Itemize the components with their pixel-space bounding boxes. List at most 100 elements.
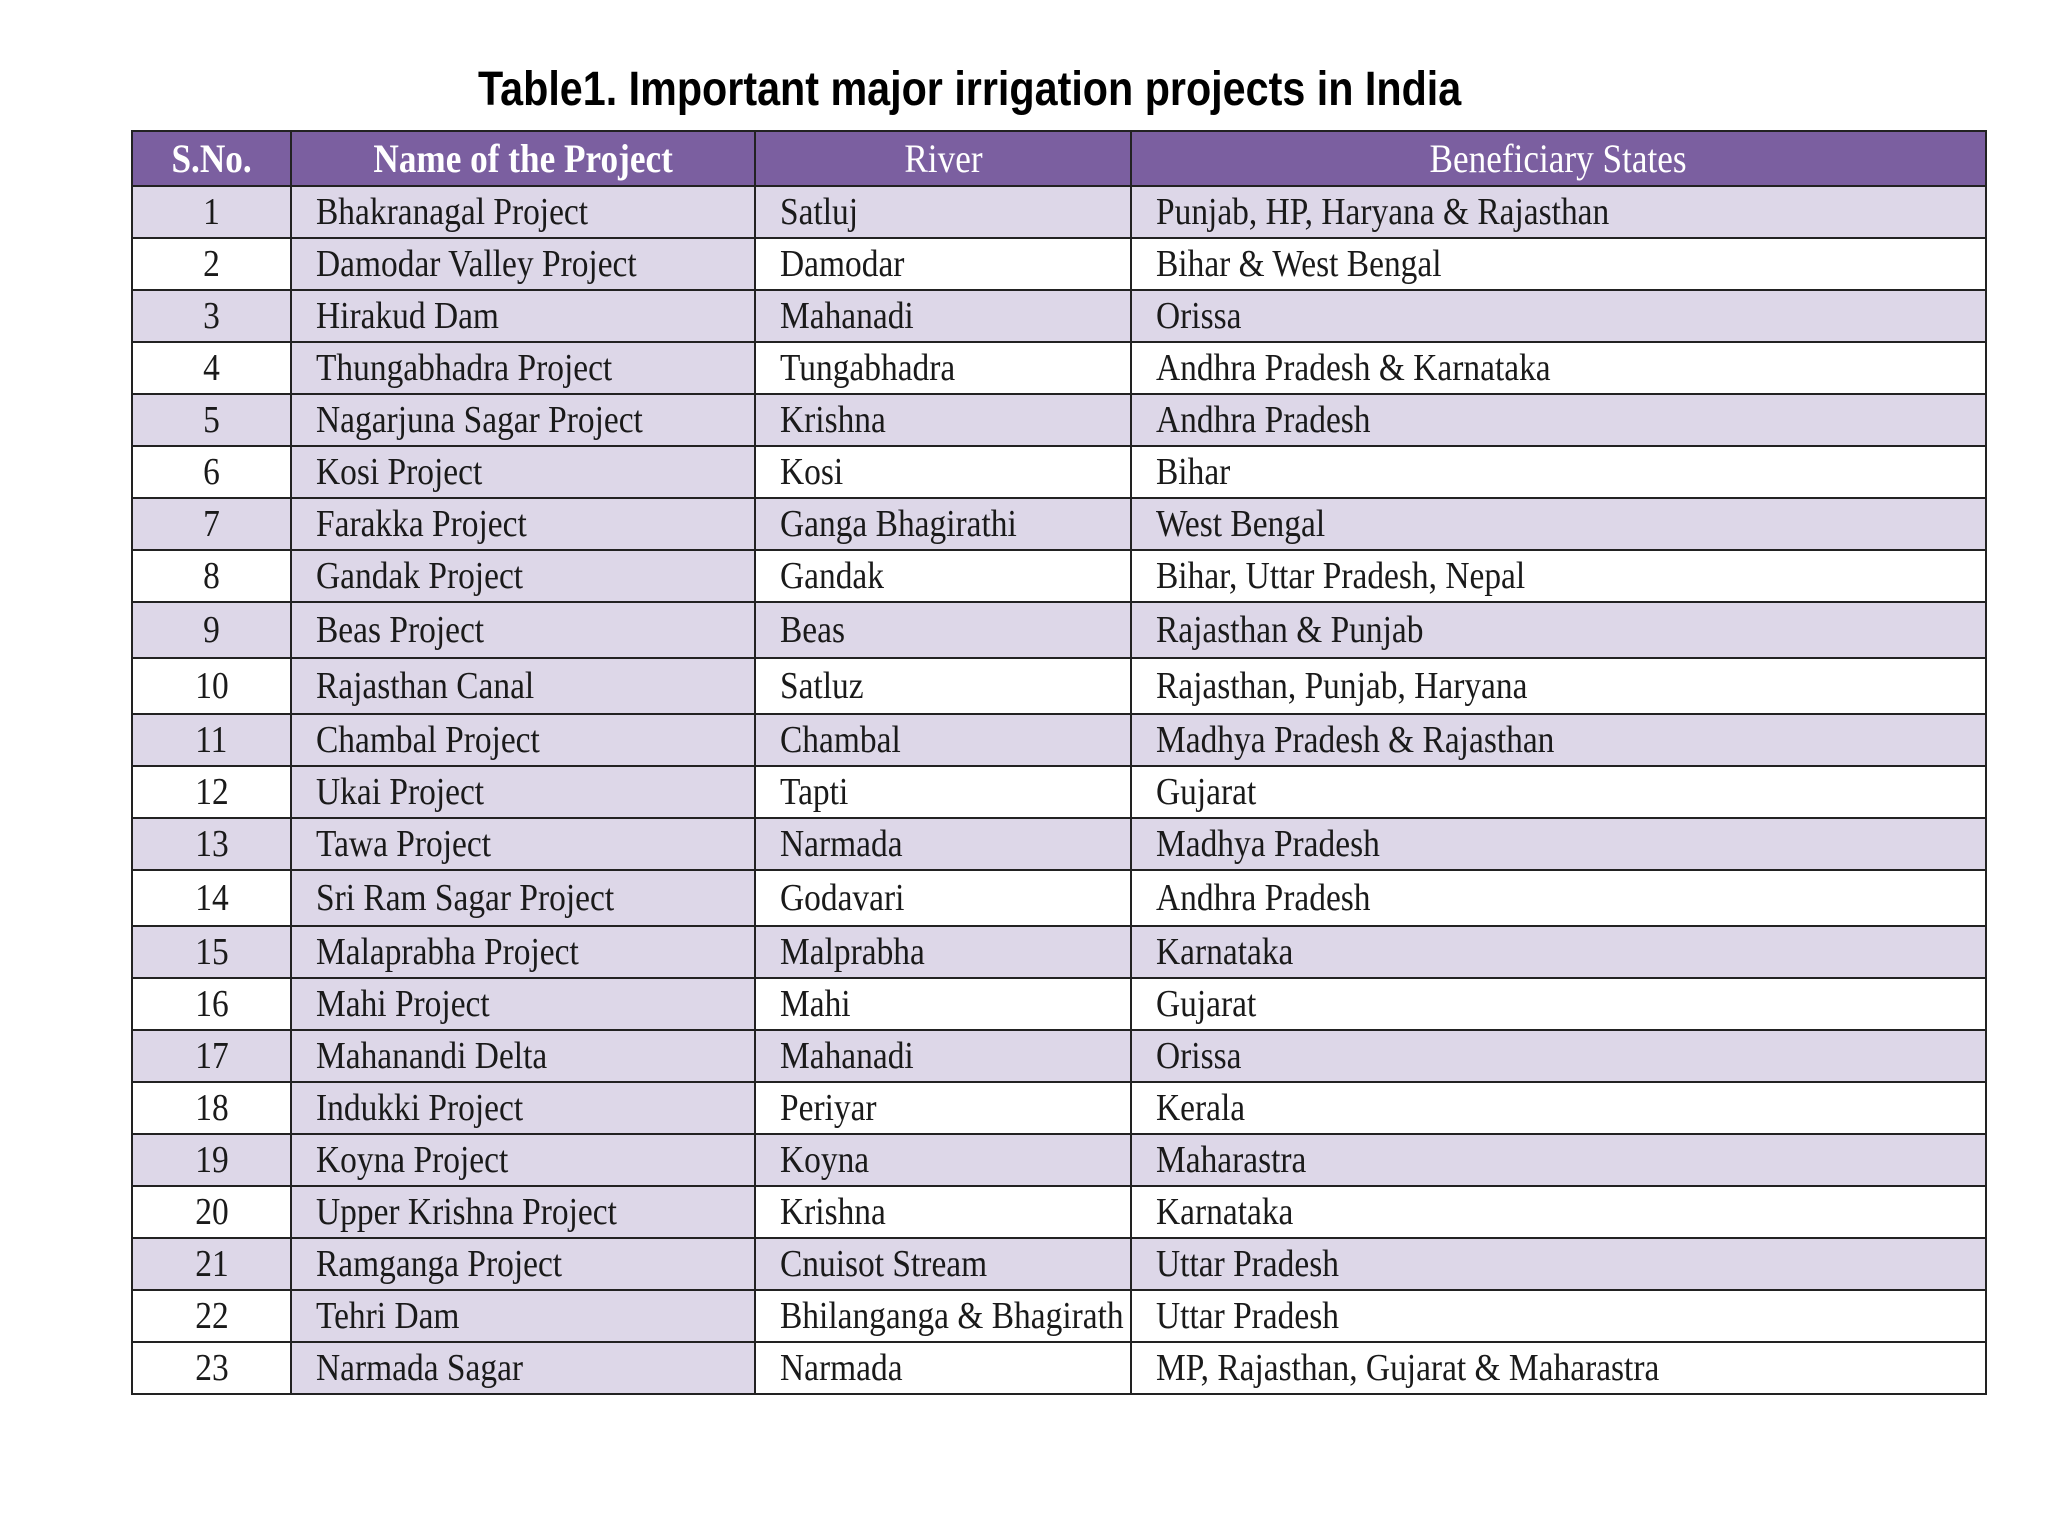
cell-project-name: Nagarjuna Sagar Project (290, 393, 756, 447)
table-header: S.No. Name of the Project River Benefici… (131, 130, 1987, 187)
cell-sno: 3 (131, 289, 292, 343)
cell-sno: 6 (131, 445, 292, 499)
cell-river: Beas (754, 601, 1132, 659)
table-row: 1 Bhakranagal Project Satluj Punjab, HP,… (131, 185, 1987, 239)
cell-project-name: Mahanandi Delta (290, 1029, 756, 1083)
cell-sno: 21 (131, 1237, 292, 1291)
table-row: 17 Mahanandi Delta Mahanadi Orissa (131, 1029, 1987, 1083)
cell-river: Krishna (754, 393, 1132, 447)
cell-river: Godavari (754, 869, 1132, 927)
cell-sno: 9 (131, 601, 292, 659)
cell-beneficiary-states: Kerala (1130, 1081, 1987, 1135)
column-header-sno: S.No. (131, 130, 292, 187)
cell-beneficiary-states: Madhya Pradesh (1130, 817, 1987, 871)
cell-beneficiary-states: Karnataka (1130, 1185, 1987, 1239)
cell-project-name: Ramganga Project (290, 1237, 756, 1291)
cell-beneficiary-states: Gujarat (1130, 977, 1987, 1031)
cell-project-name: Malaprabha Project (290, 925, 756, 979)
cell-beneficiary-states: Rajasthan & Punjab (1130, 601, 1987, 659)
cell-sno: 20 (131, 1185, 292, 1239)
table-row: 23 Narmada Sagar Narmada MP, Rajasthan, … (131, 1341, 1987, 1395)
cell-river: Koyna (754, 1133, 1132, 1187)
cell-beneficiary-states: Karnataka (1130, 925, 1987, 979)
cell-river: Chambal (754, 713, 1132, 767)
table-row: 12 Ukai Project Tapti Gujarat (131, 765, 1987, 819)
cell-river: Satluj (754, 185, 1132, 239)
table-caption: Table1. Important major irrigation proje… (478, 62, 1698, 122)
table-row: 9 Beas Project Beas Rajasthan & Punjab (131, 601, 1987, 659)
cell-sno: 10 (131, 657, 292, 715)
cell-project-name: Mahi Project (290, 977, 756, 1031)
table-row: 2 Damodar Valley Project Damodar Bihar &… (131, 237, 1987, 291)
cell-river: Mahi (754, 977, 1132, 1031)
cell-project-name: Tawa Project (290, 817, 756, 871)
cell-river: Narmada (754, 1341, 1132, 1395)
column-header-river: River (754, 130, 1132, 187)
cell-beneficiary-states: MP, Rajasthan, Gujarat & Maharastra (1130, 1341, 1987, 1395)
cell-sno: 14 (131, 869, 292, 927)
cell-project-name: Kosi Project (290, 445, 756, 499)
table-row: 3 Hirakud Dam Mahanadi Orissa (131, 289, 1987, 343)
cell-beneficiary-states: Gujarat (1130, 765, 1987, 819)
cell-project-name: Chambal Project (290, 713, 756, 767)
cell-sno: 19 (131, 1133, 292, 1187)
cell-project-name: Indukki Project (290, 1081, 756, 1135)
cell-project-name: Sri Ram Sagar Project (290, 869, 756, 927)
table-row: 5 Nagarjuna Sagar Project Krishna Andhra… (131, 393, 1987, 447)
cell-sno: 23 (131, 1341, 292, 1395)
cell-project-name: Thungabhadra Project (290, 341, 756, 395)
cell-river: Bhilanganga & Bhagirath (754, 1289, 1132, 1343)
cell-sno: 16 (131, 977, 292, 1031)
cell-sno: 13 (131, 817, 292, 871)
cell-sno: 15 (131, 925, 292, 979)
cell-project-name: Ukai Project (290, 765, 756, 819)
cell-river: Malprabha (754, 925, 1132, 979)
cell-project-name: Tehri Dam (290, 1289, 756, 1343)
table-row: 19 Koyna Project Koyna Maharastra (131, 1133, 1987, 1187)
cell-river: Gandak (754, 549, 1132, 603)
cell-project-name: Koyna Project (290, 1133, 756, 1187)
cell-river: Narmada (754, 817, 1132, 871)
cell-beneficiary-states: West Bengal (1130, 497, 1987, 551)
cell-river: Tungabhadra (754, 341, 1132, 395)
cell-project-name: Gandak Project (290, 549, 756, 603)
cell-project-name: Bhakranagal Project (290, 185, 756, 239)
cell-sno: 17 (131, 1029, 292, 1083)
cell-beneficiary-states: Orissa (1130, 289, 1987, 343)
table-row: 15 Malaprabha Project Malprabha Karnatak… (131, 925, 1987, 979)
cell-sno: 8 (131, 549, 292, 603)
table-row: 4 Thungabhadra Project Tungabhadra Andhr… (131, 341, 1987, 395)
cell-beneficiary-states: Punjab, HP, Haryana & Rajasthan (1130, 185, 1987, 239)
table-row: 21 Ramganga Project Cnuisot Stream Uttar… (131, 1237, 1987, 1291)
table-row: 16 Mahi Project Mahi Gujarat (131, 977, 1987, 1031)
cell-sno: 4 (131, 341, 292, 395)
column-header-name: Name of the Project (290, 130, 756, 187)
cell-river: Ganga Bhagirathi (754, 497, 1132, 551)
cell-beneficiary-states: Maharastra (1130, 1133, 1987, 1187)
header-row: S.No. Name of the Project River Benefici… (131, 130, 1987, 187)
cell-beneficiary-states: Andhra Pradesh (1130, 393, 1987, 447)
cell-beneficiary-states: Uttar Pradesh (1130, 1289, 1987, 1343)
cell-beneficiary-states: Orissa (1130, 1029, 1987, 1083)
cell-river: Krishna (754, 1185, 1132, 1239)
table-row: 11 Chambal Project Chambal Madhya Prades… (131, 713, 1987, 767)
cell-project-name: Upper Krishna Project (290, 1185, 756, 1239)
cell-river: Mahanadi (754, 1029, 1132, 1083)
cell-river: Cnuisot Stream (754, 1237, 1132, 1291)
table-row: 20 Upper Krishna Project Krishna Karnata… (131, 1185, 1987, 1239)
cell-river: Satluz (754, 657, 1132, 715)
cell-beneficiary-states: Madhya Pradesh & Rajasthan (1130, 713, 1987, 767)
column-header-states: Beneficiary States (1130, 130, 1987, 187)
cell-river: Kosi (754, 445, 1132, 499)
cell-river: Damodar (754, 237, 1132, 291)
cell-river: Tapti (754, 765, 1132, 819)
cell-project-name: Rajasthan Canal (290, 657, 756, 715)
cell-beneficiary-states: Bihar, Uttar Pradesh, Nepal (1130, 549, 1987, 603)
cell-river: Mahanadi (754, 289, 1132, 343)
cell-sno: 1 (131, 185, 292, 239)
cell-river: Periyar (754, 1081, 1132, 1135)
cell-project-name: Beas Project (290, 601, 756, 659)
irrigation-projects-table: S.No. Name of the Project River Benefici… (131, 130, 1987, 1395)
cell-project-name: Damodar Valley Project (290, 237, 756, 291)
cell-sno: 5 (131, 393, 292, 447)
